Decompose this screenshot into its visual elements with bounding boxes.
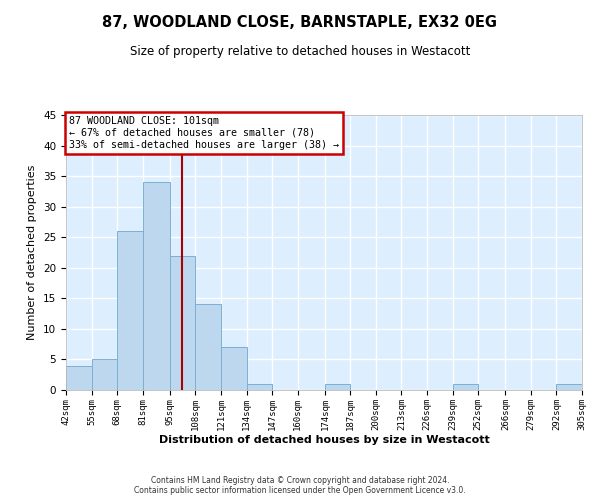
Bar [452, 384, 478, 390]
Bar [66, 366, 92, 390]
Y-axis label: Number of detached properties: Number of detached properties [28, 165, 37, 340]
Text: Size of property relative to detached houses in Westacott: Size of property relative to detached ho… [130, 45, 470, 58]
Bar [247, 384, 272, 390]
Bar [556, 384, 582, 390]
Text: 87, WOODLAND CLOSE, BARNSTAPLE, EX32 0EG: 87, WOODLAND CLOSE, BARNSTAPLE, EX32 0EG [103, 15, 497, 30]
X-axis label: Distribution of detached houses by size in Westacott: Distribution of detached houses by size … [158, 436, 490, 446]
Text: 87 WOODLAND CLOSE: 101sqm
← 67% of detached houses are smaller (78)
33% of semi-: 87 WOODLAND CLOSE: 101sqm ← 67% of detac… [68, 116, 338, 150]
Bar [221, 347, 247, 390]
Bar [117, 231, 143, 390]
Bar [143, 182, 170, 390]
Text: Contains HM Land Registry data © Crown copyright and database right 2024.
Contai: Contains HM Land Registry data © Crown c… [134, 476, 466, 495]
Bar [196, 304, 221, 390]
Bar [92, 360, 117, 390]
Bar [170, 256, 196, 390]
Bar [325, 384, 350, 390]
